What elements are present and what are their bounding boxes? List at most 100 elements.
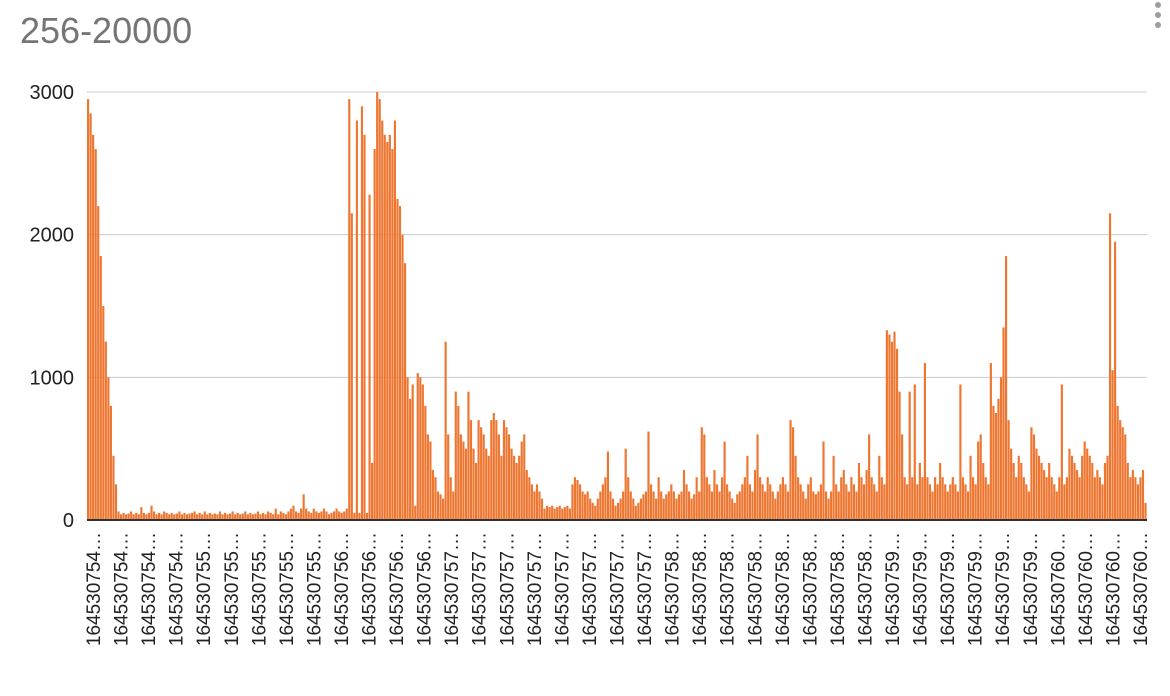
- bar: [312, 508, 315, 520]
- bar: [190, 512, 194, 520]
- chart-title: 256-20000: [20, 10, 193, 51]
- bar: [911, 477, 914, 520]
- bar: [1010, 448, 1013, 520]
- bar: [269, 512, 272, 520]
- bar: [495, 420, 498, 520]
- bar: [388, 134, 391, 521]
- bar: [649, 484, 653, 520]
- bar: [954, 484, 957, 520]
- bar: [741, 484, 744, 520]
- bar: [738, 491, 741, 520]
- bar: [406, 377, 409, 520]
- bar: [1007, 420, 1010, 520]
- bar: [310, 512, 313, 520]
- y-tick-label: 1000: [30, 367, 75, 389]
- bar: [733, 502, 736, 520]
- bar: [1043, 470, 1046, 520]
- bar: [1124, 434, 1127, 520]
- bar: [933, 477, 937, 520]
- bar: [802, 491, 805, 520]
- bar: [713, 470, 716, 520]
- bar: [959, 384, 962, 520]
- bar: [196, 514, 199, 520]
- bar: [903, 477, 906, 520]
- bar: [462, 441, 465, 520]
- bar: [92, 134, 95, 521]
- bar: [622, 491, 625, 520]
- bar: [614, 505, 617, 520]
- bar: [987, 484, 990, 520]
- y-axis-ticks: 0 1000 2000 3000: [30, 82, 75, 532]
- bar: [634, 505, 637, 520]
- bar: [528, 477, 531, 520]
- bar: [507, 434, 511, 520]
- bar: [571, 484, 574, 520]
- bar: [982, 462, 985, 520]
- bar: [824, 491, 828, 520]
- bar: [964, 484, 967, 520]
- bar: [837, 491, 840, 520]
- bar: [226, 514, 229, 520]
- bar: [142, 512, 145, 520]
- bar: [505, 427, 508, 520]
- bar: [804, 498, 807, 520]
- bar: [556, 507, 559, 520]
- bar: [916, 484, 919, 520]
- bar: [104, 341, 107, 520]
- bar: [883, 484, 886, 520]
- more-options-icon[interactable]: [1154, 2, 1162, 28]
- bar: [381, 120, 384, 520]
- bar: [436, 491, 440, 520]
- bar: [931, 491, 934, 520]
- bar: [1040, 462, 1043, 520]
- bar: [165, 512, 168, 520]
- bar: [426, 434, 429, 520]
- bar: [535, 484, 539, 520]
- bar: [594, 505, 597, 520]
- bar: [447, 434, 450, 520]
- bar: [307, 511, 310, 520]
- bar: [284, 514, 287, 520]
- bar: [1114, 241, 1117, 521]
- bar: [99, 256, 102, 520]
- bar: [1108, 213, 1112, 520]
- x-tick-label: 164530758…: [800, 532, 821, 646]
- bar: [409, 398, 412, 520]
- bar: [371, 462, 374, 520]
- bar: [297, 512, 300, 520]
- bar: [969, 455, 972, 520]
- bar: [533, 491, 536, 520]
- x-tick-label: 164530759…: [966, 532, 987, 646]
- bar: [383, 134, 386, 521]
- bar: [158, 512, 161, 520]
- x-tick-label: 164530757…: [580, 532, 601, 646]
- bar: [675, 498, 678, 520]
- bar: [994, 413, 998, 520]
- bar: [1060, 384, 1063, 520]
- bar: [180, 514, 183, 520]
- bar: [193, 511, 196, 520]
- bar: [977, 441, 980, 520]
- bar: [279, 511, 282, 520]
- x-tick-label: 164530759…: [938, 532, 959, 646]
- bar: [850, 477, 853, 520]
- bar: [951, 477, 954, 520]
- y-tick-label: 3000: [30, 82, 75, 104]
- bar: [690, 498, 693, 520]
- bar: [748, 484, 752, 520]
- bar: [1126, 462, 1129, 520]
- bar: [1032, 434, 1036, 520]
- bar: [102, 306, 105, 520]
- bar: [1096, 470, 1099, 520]
- bar: [746, 455, 749, 520]
- bar: [652, 491, 655, 520]
- bar: [396, 199, 399, 520]
- bar: [434, 477, 437, 520]
- bar: [1065, 477, 1069, 520]
- bar: [419, 377, 422, 520]
- bar: [1015, 477, 1018, 520]
- bar: [918, 462, 921, 520]
- bar: [261, 512, 265, 520]
- bar: [315, 511, 318, 520]
- bar: [1002, 327, 1005, 520]
